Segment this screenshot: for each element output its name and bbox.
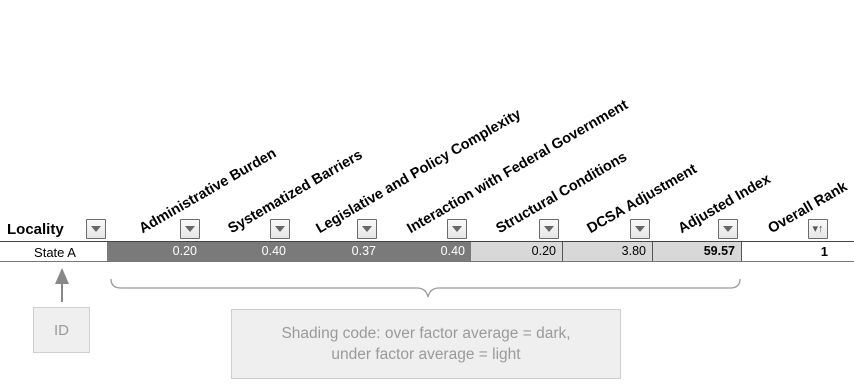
id-callout: ID [33,307,90,353]
filter-dropdown-icon [723,226,733,232]
header-divider [0,241,854,242]
filter-dropdown-icon [452,226,462,232]
overall-rank-sort-dropdown[interactable]: ▾↑ [808,219,828,239]
filter-dropdown-icon [362,226,372,232]
shading-code-callout: Shading code: over factor average = dark… [231,309,621,379]
adjusted-index-filter-dropdown[interactable] [718,219,738,239]
row-locality-cell: State A [34,245,76,260]
up-arrow-icon [55,268,69,284]
interaction-federal-filter-dropdown[interactable] [447,219,467,239]
id-label: ID [54,321,69,339]
legislative-policy-filter-dropdown[interactable] [357,219,377,239]
shading-note-line1: Shading code: over factor average = dark… [281,325,571,342]
sort-ascending-icon: ▾↑ [812,222,824,235]
interaction-federal-cell: 0.40 [382,242,471,261]
shading-bracket [110,278,741,298]
administrative-burden-cell: 0.20 [107,242,203,261]
filter-dropdown-icon [185,226,195,232]
dcsa-adjustment-filter-dropdown[interactable] [630,219,650,239]
structural-conditions-filter-dropdown[interactable] [539,219,559,239]
administrative-burden-filter-dropdown[interactable] [180,219,200,239]
legislative-policy-cell: 0.37 [292,242,382,261]
filter-dropdown-icon [275,226,285,232]
dcsa-adjustment-cell: 3.80 [563,242,653,261]
shading-note-line2: under factor average = light [331,346,521,363]
adjusted-index-cell: 59.57 [653,242,742,261]
structural-conditions-cell: 0.20 [471,242,563,261]
locality-column-header: Locality [7,221,64,238]
row-divider [0,261,854,262]
overall-rank-cell: 1 [820,244,828,259]
systematized-barriers-cell: 0.40 [203,242,292,261]
filter-dropdown-icon [544,226,554,232]
locality-filter-dropdown[interactable] [86,219,106,239]
systematized-barriers-filter-dropdown[interactable] [270,219,290,239]
filter-dropdown-icon [91,226,101,232]
filter-dropdown-icon [635,226,645,232]
